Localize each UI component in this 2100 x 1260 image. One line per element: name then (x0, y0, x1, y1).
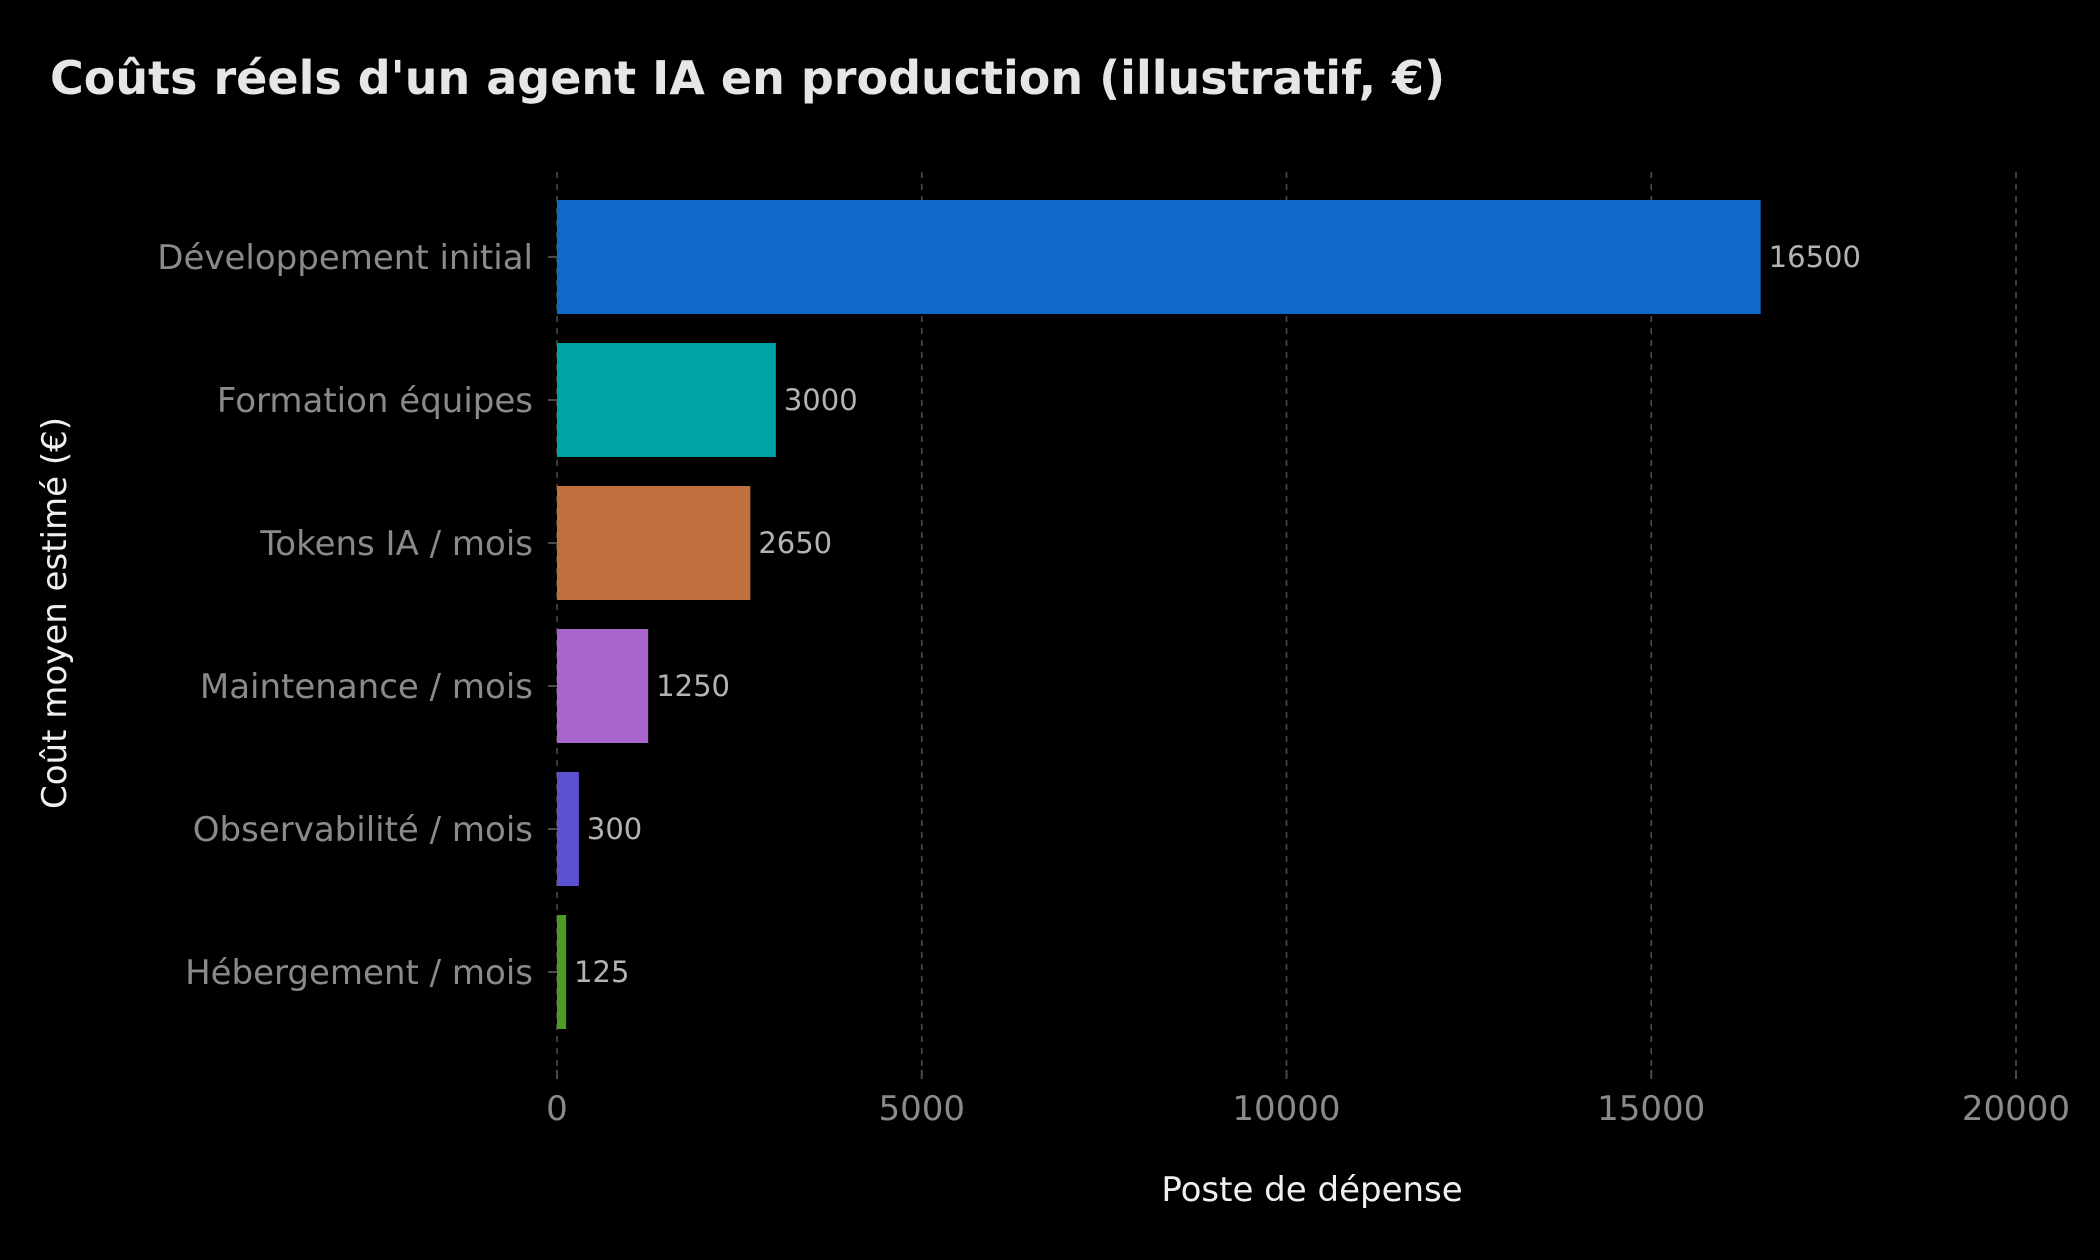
data-label: 2650 (758, 526, 832, 560)
bar (557, 343, 776, 457)
bar (557, 772, 579, 886)
data-label: 300 (587, 812, 642, 846)
data-label: 1250 (656, 669, 730, 703)
y-tick-label: Formation équipes (217, 381, 533, 421)
chart-title: Coûts réels d'un agent IA en production … (50, 51, 1445, 105)
data-labels: 16500 3000 2650 1250 300 125 (574, 240, 1861, 989)
y-tick-label: Tokens IA / mois (259, 524, 533, 564)
bar (557, 486, 751, 600)
bar (557, 200, 1761, 314)
x-tick-label: 10000 (1232, 1089, 1340, 1129)
y-tick-label: Maintenance / mois (200, 667, 533, 707)
bar (557, 629, 649, 743)
y-tick-label: Développement initial (157, 238, 533, 278)
x-axis-title: Poste de dépense (1161, 1170, 1462, 1210)
x-tick-label: 15000 (1597, 1089, 1705, 1129)
data-label: 3000 (784, 383, 858, 417)
bar (557, 915, 567, 1029)
y-axis-title: Coût moyen estimé (€) (35, 417, 75, 809)
y-axis-ticks: Développement initial Formation équipes To… (157, 238, 557, 993)
x-tick-label: 5000 (878, 1089, 965, 1129)
bars (557, 200, 1761, 1029)
y-tick-label: Hébergement / mois (185, 953, 533, 993)
data-label: 125 (574, 955, 629, 989)
x-axis-ticks: 0 5000 10000 15000 20000 (546, 1070, 2070, 1129)
x-tick-label: 20000 (1962, 1089, 2070, 1129)
data-label: 16500 (1769, 240, 1861, 274)
x-tick-label: 0 (546, 1089, 568, 1129)
y-tick-label: Observabilité / mois (193, 810, 533, 850)
